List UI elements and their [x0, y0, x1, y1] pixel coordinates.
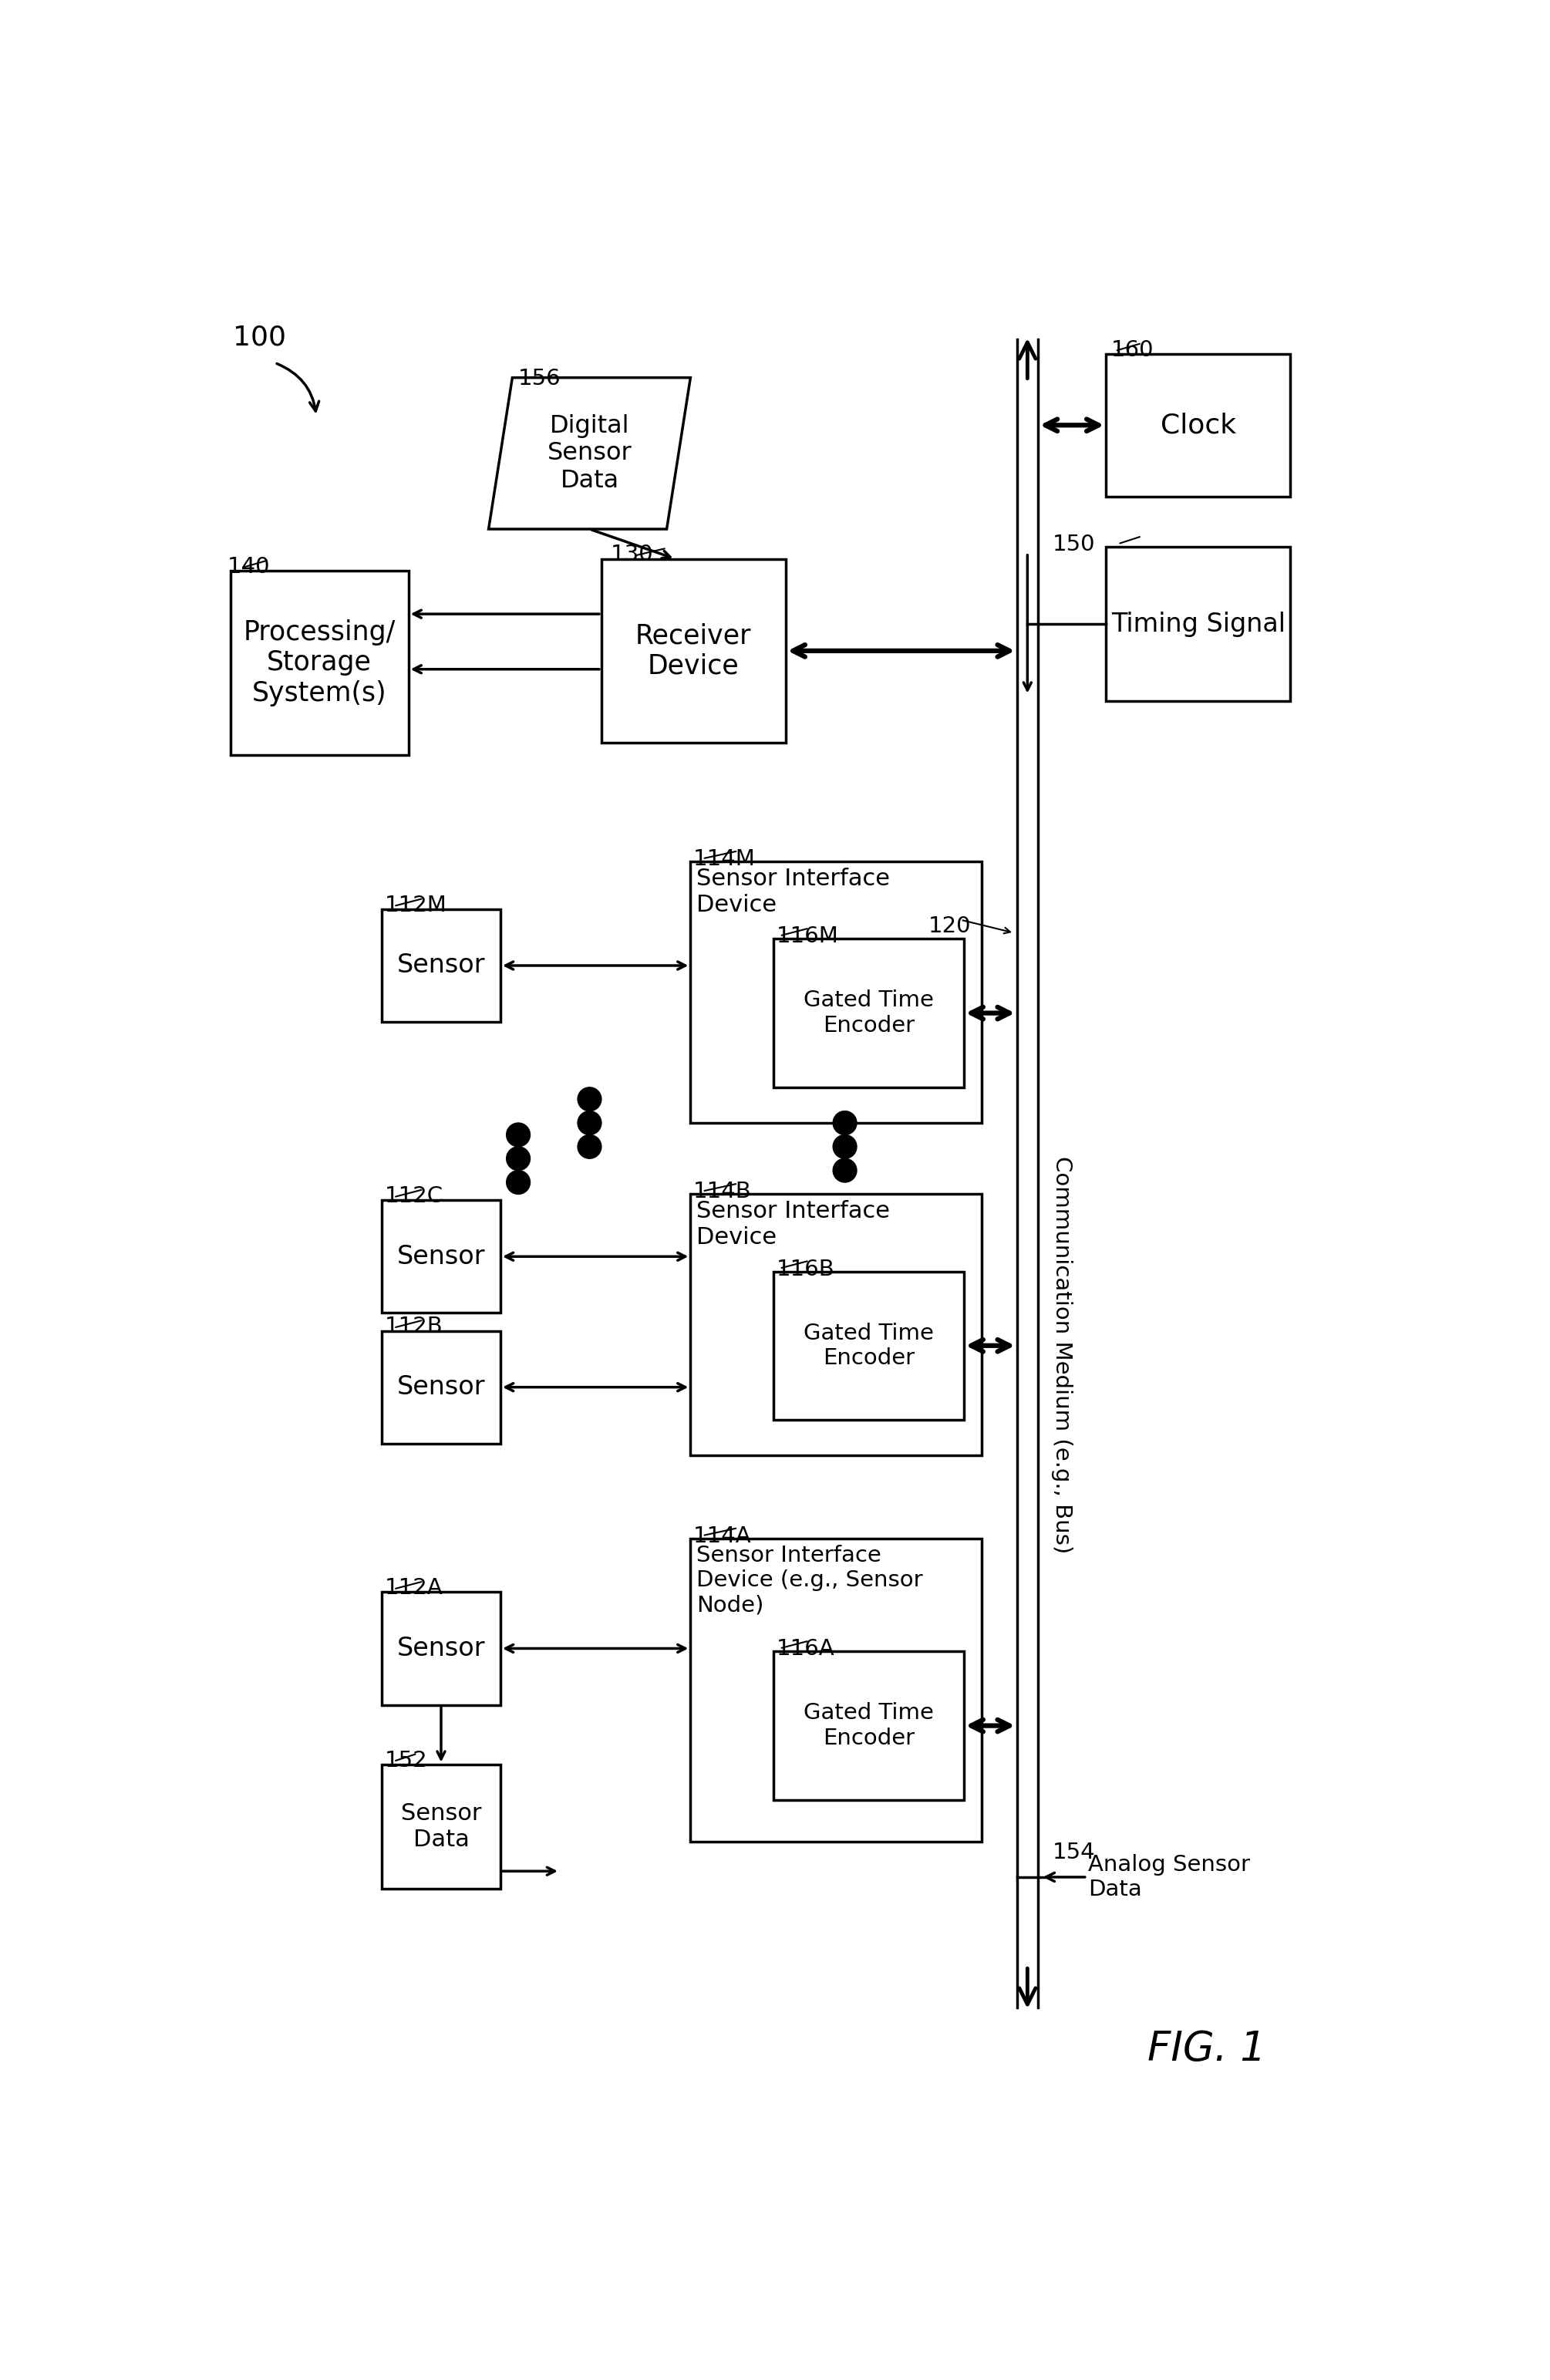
Text: FIG. 1: FIG. 1: [1147, 2030, 1266, 2068]
Bar: [1107, 355, 1290, 497]
Text: 116B: 116B: [777, 1259, 835, 1280]
Text: 112C: 112C: [384, 1185, 443, 1207]
Text: Gated Time
Encoder: Gated Time Encoder: [803, 1323, 933, 1369]
Text: Communication Medium (e.g., Bus): Communication Medium (e.g., Bus): [1051, 1157, 1073, 1554]
Text: 112B: 112B: [384, 1316, 443, 1338]
Text: Sensor Interface
Device: Sensor Interface Device: [696, 869, 890, 916]
Bar: [231, 571, 408, 754]
Circle shape: [507, 1123, 530, 1147]
Text: Sensor: Sensor: [397, 1245, 485, 1269]
Text: 150: 150: [1052, 533, 1096, 555]
Polygon shape: [381, 1764, 501, 1890]
Text: 114M: 114M: [693, 850, 756, 871]
Text: 114A: 114A: [693, 1526, 752, 1547]
Text: 116M: 116M: [777, 926, 839, 947]
Text: Sensor Interface
Device (e.g., Sensor
Node): Sensor Interface Device (e.g., Sensor No…: [696, 1545, 922, 1616]
Bar: [381, 1592, 501, 1704]
Circle shape: [578, 1088, 601, 1111]
Circle shape: [578, 1111, 601, 1135]
Text: 152: 152: [384, 1749, 428, 1771]
Text: 156: 156: [518, 367, 561, 390]
Text: Sensor: Sensor: [397, 1376, 485, 1399]
Bar: [381, 1330, 501, 1445]
Text: 116A: 116A: [777, 1637, 835, 1659]
Bar: [381, 1200, 501, 1314]
Polygon shape: [1107, 547, 1290, 702]
Circle shape: [832, 1111, 857, 1135]
Text: 130: 130: [611, 545, 653, 566]
Text: Gated Time
Encoder: Gated Time Encoder: [803, 1702, 933, 1749]
Text: Sensor Interface
Device: Sensor Interface Device: [696, 1200, 890, 1250]
Text: 140: 140: [228, 557, 270, 578]
Text: 120: 120: [928, 914, 970, 938]
Bar: [690, 862, 981, 1123]
Text: Receiver
Device: Receiver Device: [636, 624, 752, 678]
Circle shape: [507, 1171, 530, 1195]
Text: Analog Sensor
Data: Analog Sensor Data: [1088, 1854, 1251, 1899]
Circle shape: [832, 1159, 857, 1183]
Circle shape: [507, 1147, 530, 1171]
Text: Processing/
Storage
System(s): Processing/ Storage System(s): [243, 619, 395, 707]
Bar: [381, 909, 501, 1021]
Text: Sensor
Data: Sensor Data: [401, 1802, 482, 1852]
Text: Timing Signal: Timing Signal: [1111, 612, 1285, 638]
Bar: [773, 938, 964, 1088]
Text: 160: 160: [1111, 338, 1153, 362]
Circle shape: [578, 1135, 601, 1159]
Bar: [690, 1195, 981, 1457]
Text: 114B: 114B: [693, 1180, 752, 1202]
Text: 112A: 112A: [384, 1578, 443, 1599]
Bar: [690, 1537, 981, 1842]
Polygon shape: [488, 378, 690, 528]
Circle shape: [832, 1135, 857, 1159]
Bar: [773, 1652, 964, 1799]
Text: 154: 154: [1052, 1842, 1096, 1864]
Text: Sensor: Sensor: [397, 952, 485, 978]
Text: Digital
Sensor
Data: Digital Sensor Data: [547, 414, 632, 493]
Text: 100: 100: [232, 324, 287, 350]
Text: Sensor: Sensor: [397, 1635, 485, 1661]
Bar: [773, 1271, 964, 1421]
Bar: [601, 559, 786, 743]
Text: Clock: Clock: [1161, 412, 1235, 438]
Text: 112M: 112M: [384, 895, 446, 916]
Text: Gated Time
Encoder: Gated Time Encoder: [803, 990, 933, 1035]
